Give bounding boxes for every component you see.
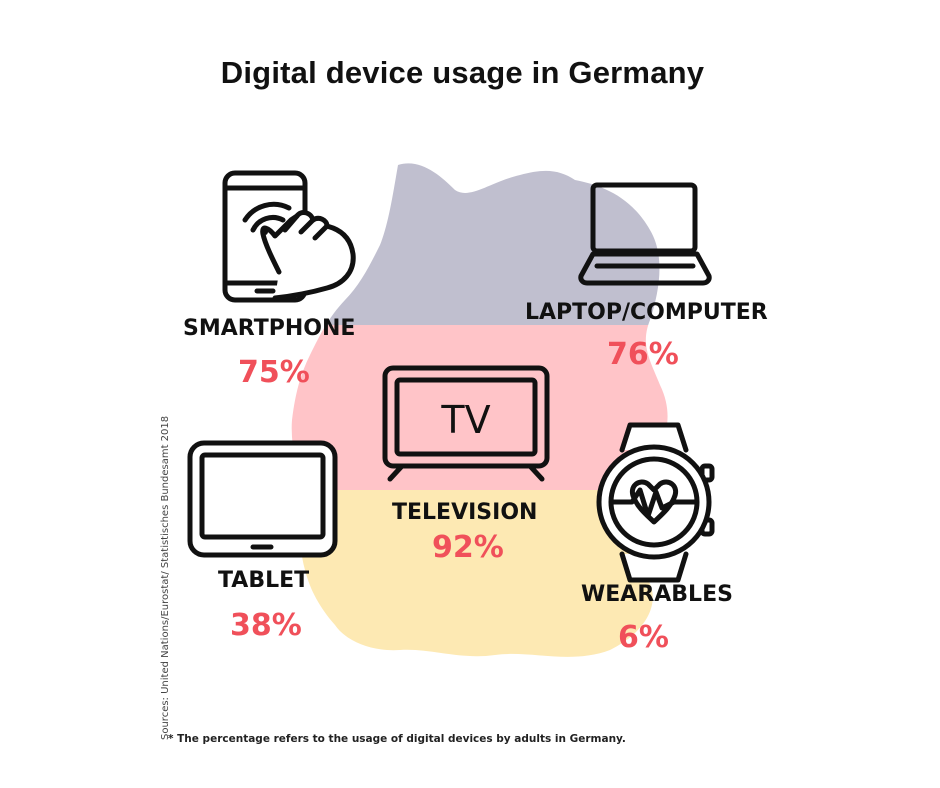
smartphone-label: SMARTPHONE [183, 316, 356, 341]
laptop-icon [578, 182, 712, 286]
television-percent: 92% [432, 530, 504, 565]
page-title: Digital device usage in Germany [220, 55, 705, 90]
sources-note: Sources: United Nations/Eurostat/ Statis… [160, 415, 171, 740]
tv-screen-text: TV [440, 398, 490, 442]
flag-stripe-top [291, 163, 668, 325]
footnote: * The percentage refers to the usage of … [168, 733, 626, 745]
smartwatch-heart-icon [596, 422, 715, 583]
television-label: TELEVISION [392, 500, 538, 525]
tablet-icon [187, 440, 338, 558]
wearables-label: WEARABLES [581, 582, 733, 607]
laptop-label: LAPTOP/COMPUTER [525, 300, 768, 325]
smartphone-percent: 75% [238, 355, 310, 390]
television-icon: TV [382, 365, 550, 482]
wearables-percent: 6% [618, 620, 669, 655]
smartphone-touch-icon [222, 170, 356, 303]
laptop-percent: 76% [607, 337, 679, 372]
tablet-percent: 38% [230, 608, 302, 643]
flag-stripe-middle [291, 325, 668, 490]
tablet-label: TABLET [218, 568, 310, 593]
